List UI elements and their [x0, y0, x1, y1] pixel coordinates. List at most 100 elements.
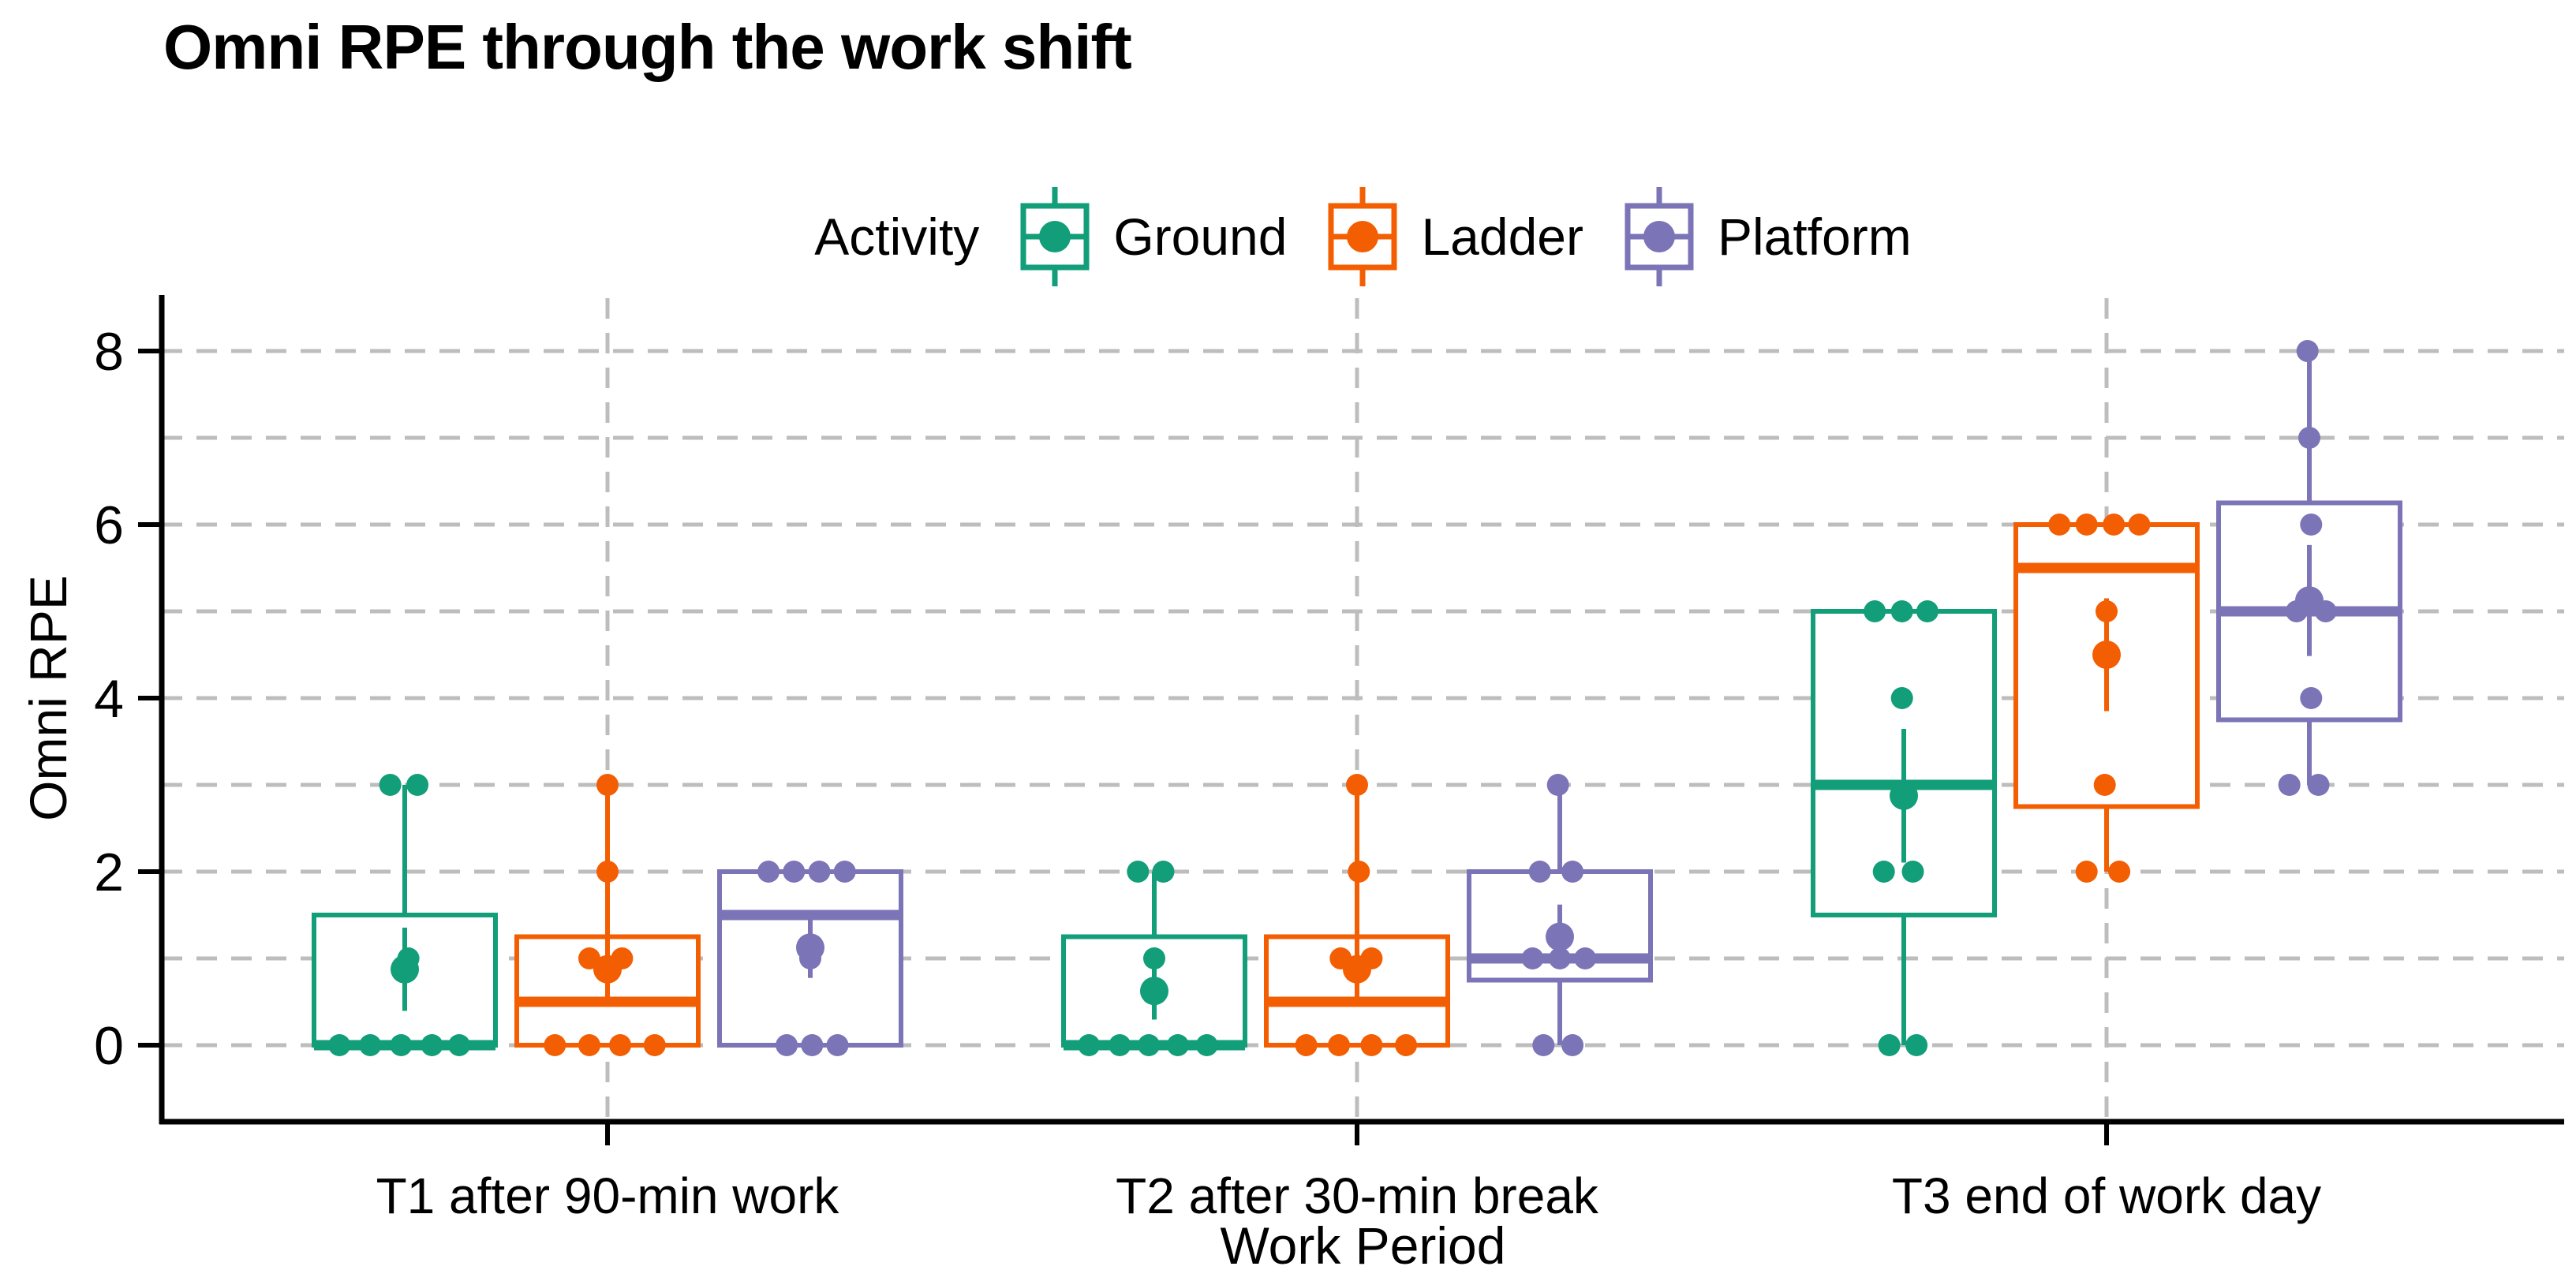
boxplot-platform-t1: [717, 861, 903, 1056]
data-point: [1328, 1034, 1350, 1056]
data-point: [596, 861, 619, 883]
data-point: [609, 1034, 632, 1056]
data-point: [757, 861, 780, 883]
data-point: [2307, 774, 2330, 796]
data-point: [1916, 600, 1939, 622]
data-point: [390, 1034, 413, 1056]
data-point: [2300, 514, 2323, 536]
data-point: [1872, 861, 1895, 883]
data-point: [1395, 1034, 1418, 1056]
data-point: [1532, 1034, 1555, 1056]
data-point: [1546, 774, 1569, 796]
mean-point: [593, 954, 622, 984]
chart-title: Omni RPE through the work shift: [163, 12, 1132, 82]
data-point: [1109, 1034, 1131, 1056]
mean-point: [1140, 977, 1168, 1006]
legend-item-ladder: Ladder: [1328, 187, 1583, 286]
series-platform: [717, 340, 2402, 1056]
data-point: [448, 1034, 470, 1056]
data-point: [2298, 427, 2320, 449]
boxplot-glyph-icon: [1624, 187, 1694, 286]
boxplot-ground-t3: [1811, 600, 1997, 1056]
data-point: [421, 1034, 443, 1056]
data-point: [1905, 1034, 1928, 1056]
legend-item-ground: Ground: [1020, 187, 1287, 286]
data-point: [2048, 514, 2071, 536]
data-point: [1360, 1034, 1383, 1056]
boxplot-ground-t2: [1061, 861, 1247, 1056]
data-point: [801, 1034, 824, 1056]
data-point: [1127, 861, 1150, 883]
boxplot-ladder-t3: [2013, 514, 2200, 883]
data-point: [2075, 514, 2098, 536]
boxplot-glyph-icon: [1020, 187, 1090, 286]
mean-point: [2295, 586, 2324, 615]
data-point: [1166, 1034, 1189, 1056]
boxplot-platform-t2: [1467, 774, 1653, 1056]
legend-title: Activity: [814, 207, 980, 266]
legend-label-ground: Ground: [1113, 207, 1288, 266]
series-ladder: [514, 514, 2200, 1056]
y-axis-title: Omni RPE: [19, 575, 77, 821]
legend-label-platform: Platform: [1717, 207, 1912, 266]
data-point: [1295, 1034, 1318, 1056]
data-point: [1890, 600, 1913, 622]
data-point: [359, 1034, 382, 1056]
data-point: [808, 861, 831, 883]
y-tick-label: 8: [94, 322, 124, 382]
data-point: [2108, 861, 2131, 883]
data-point: [1078, 1034, 1101, 1056]
boxplot-platform-t3: [2216, 340, 2402, 796]
legend-item-platform: Platform: [1624, 187, 1912, 286]
x-tick-label: T3 end of work day: [1892, 1167, 2321, 1224]
data-point: [776, 1034, 798, 1056]
data-point: [833, 861, 856, 883]
data-point: [1878, 1034, 1901, 1056]
mean-point: [1890, 781, 1918, 810]
mean-point: [391, 954, 419, 984]
data-point: [1890, 687, 1913, 709]
boxplot-ladder-t2: [1264, 774, 1450, 1056]
y-tick-label: 4: [94, 669, 124, 729]
data-point: [783, 861, 806, 883]
data-point: [1901, 861, 1924, 883]
x-tick-label: T2 after 30-min break: [1116, 1167, 1599, 1224]
y-tick-label: 2: [94, 842, 124, 902]
data-point: [643, 1034, 666, 1056]
data-point: [2300, 687, 2323, 709]
mean-point: [2092, 641, 2121, 669]
data-point: [826, 1034, 849, 1056]
data-point: [2296, 340, 2319, 362]
data-point: [328, 1034, 351, 1056]
x-tick-label: T1 after 90-min work: [376, 1167, 840, 1224]
series-ground: [312, 600, 1997, 1056]
data-point: [2128, 514, 2151, 536]
data-point: [1195, 1034, 1218, 1056]
data-point: [1521, 947, 1544, 969]
data-point: [2093, 774, 2116, 796]
data-point: [1528, 861, 1551, 883]
mean-point: [796, 933, 824, 962]
data-point: [2075, 861, 2098, 883]
mean-point: [1546, 922, 1574, 951]
data-point: [1574, 947, 1597, 969]
data-point: [2103, 514, 2125, 536]
boxplot-ladder-t1: [514, 774, 701, 1056]
data-point: [1143, 947, 1165, 969]
data-point: [1348, 861, 1370, 883]
data-point: [1346, 774, 1368, 796]
data-point: [1152, 861, 1175, 883]
legend: Activity Ground Ladder: [162, 185, 2564, 289]
data-point: [1561, 1034, 1584, 1056]
data-point: [379, 774, 402, 796]
boxplot-glyph-icon: [1328, 187, 1397, 286]
data-point: [1864, 600, 1886, 622]
y-tick-label: 6: [94, 495, 124, 555]
data-point: [544, 1034, 566, 1056]
data-point: [2278, 774, 2301, 796]
data-point: [1138, 1034, 1161, 1056]
data-point: [578, 1034, 600, 1056]
legend-label-ladder: Ladder: [1421, 207, 1583, 266]
